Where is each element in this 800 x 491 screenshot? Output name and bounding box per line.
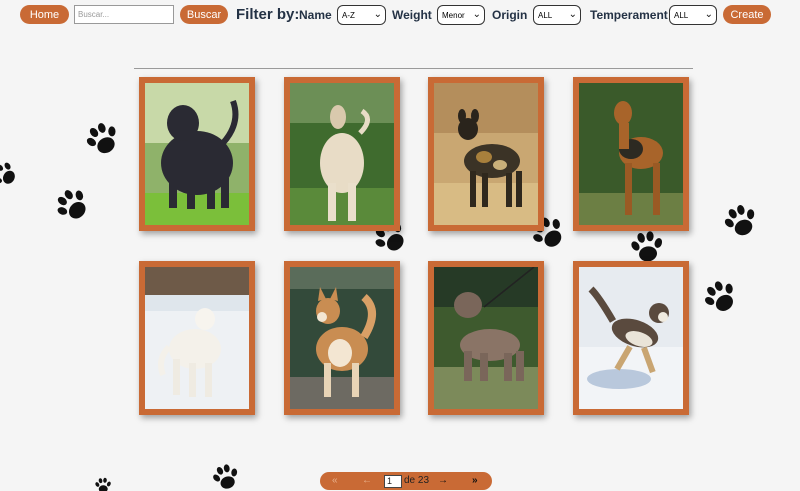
- chevron-down-icon: ⌄: [472, 9, 481, 20]
- chevron-down-icon: ⌄: [373, 9, 382, 20]
- prev-page-button[interactable]: ←: [362, 475, 372, 486]
- paw-print-icon: [209, 462, 243, 491]
- weight-sort-value: Menor: [442, 10, 465, 20]
- paw-print-icon: [82, 120, 124, 160]
- name-filter-label: Name: [299, 8, 332, 22]
- dog-photo: [290, 83, 394, 225]
- bully-dog-icon: [434, 267, 538, 409]
- paw-print-icon: [52, 186, 94, 226]
- dog-card-7[interactable]: [428, 261, 544, 415]
- paw-print-icon: [0, 157, 20, 191]
- name-sort-value: A-Z: [342, 10, 355, 20]
- dog-card-2[interactable]: [284, 77, 400, 231]
- chevron-down-icon: ⌄: [704, 9, 713, 20]
- dog-card-3[interactable]: [428, 77, 544, 231]
- dog-photo: [145, 267, 249, 409]
- dog-card-4[interactable]: [573, 77, 689, 231]
- husky-in-snow-icon: [579, 267, 683, 409]
- black-shaggy-dog-icon: [145, 83, 249, 225]
- african-wild-dog-icon: [434, 83, 538, 225]
- paw-print-icon: [720, 202, 762, 242]
- dog-photo: [290, 267, 394, 409]
- origin-value: ALL: [538, 10, 553, 20]
- dog-card-6[interactable]: [284, 261, 400, 415]
- search-input[interactable]: [74, 5, 174, 24]
- temperament-filter-label: Temperament: [590, 8, 668, 22]
- pagination-bar: « ← 1 de 23 → »: [320, 472, 492, 490]
- last-page-button[interactable]: »: [472, 475, 478, 486]
- top-navigation-bar: Home Buscar Filter by: Name A-Z ⌄ Weight…: [0, 0, 800, 30]
- white-dog-in-snow-icon: [145, 267, 249, 409]
- temperament-value: ALL: [674, 10, 689, 20]
- dog-photo: [145, 83, 249, 225]
- akita-icon: [290, 267, 394, 409]
- content-divider: [134, 68, 693, 69]
- weight-filter-label: Weight: [392, 8, 432, 22]
- total-pages-label: de 23: [404, 475, 430, 486]
- dog-card-8[interactable]: [573, 261, 689, 415]
- dog-photo: [579, 267, 683, 409]
- dog-photo: [579, 83, 683, 225]
- origin-filter-label: Origin: [492, 8, 528, 22]
- afghan-hound-icon: [290, 83, 394, 225]
- paw-print-icon: [94, 476, 113, 491]
- weight-sort-select[interactable]: Menor ⌄: [437, 5, 485, 25]
- current-page-input[interactable]: 1: [384, 475, 402, 488]
- home-button[interactable]: Home: [20, 5, 69, 24]
- dog-photo: [434, 267, 538, 409]
- search-button[interactable]: Buscar: [180, 5, 228, 24]
- dog-photo: [434, 83, 538, 225]
- chevron-down-icon: ⌄: [568, 9, 577, 20]
- create-button[interactable]: Create: [723, 5, 771, 24]
- temperament-select[interactable]: ALL ⌄: [669, 5, 717, 25]
- paw-print-icon: [700, 278, 742, 318]
- origin-select[interactable]: ALL ⌄: [533, 5, 581, 25]
- next-page-button[interactable]: →: [438, 475, 448, 486]
- first-page-button[interactable]: «: [332, 475, 338, 486]
- dog-card-1[interactable]: [139, 77, 255, 231]
- name-sort-select[interactable]: A-Z ⌄: [337, 5, 386, 25]
- filter-title: Filter by:: [236, 6, 300, 23]
- airedale-terrier-icon: [579, 83, 683, 225]
- dog-card-5[interactable]: [139, 261, 255, 415]
